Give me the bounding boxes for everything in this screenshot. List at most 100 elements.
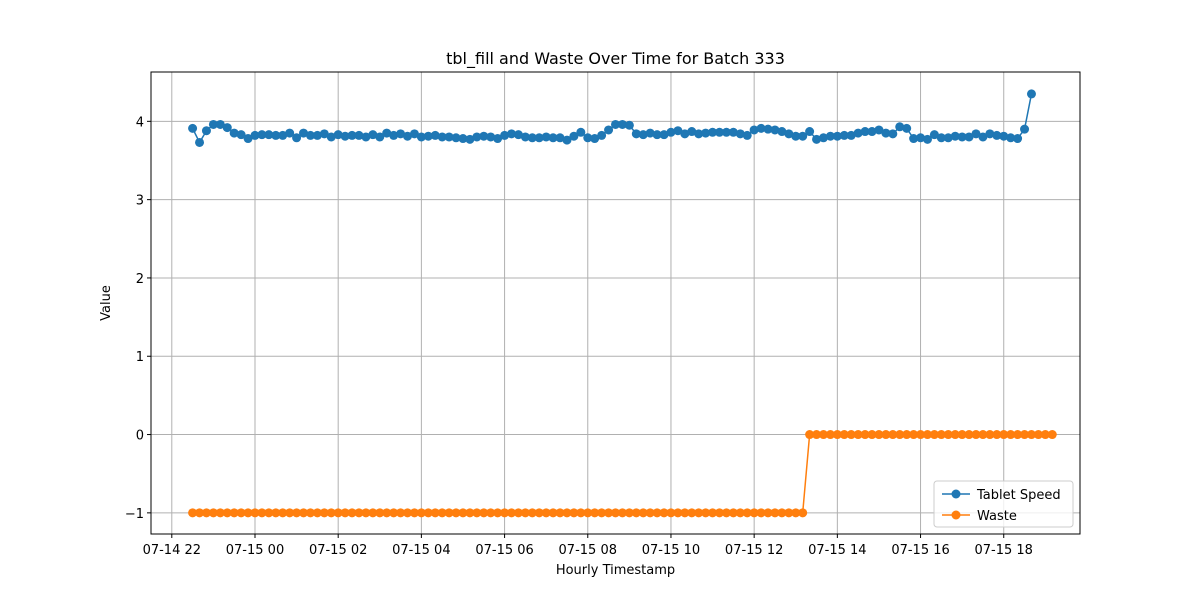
data-point [361, 508, 371, 518]
data-point [555, 508, 565, 518]
data-point [964, 132, 974, 142]
data-point [916, 133, 926, 143]
chart-title: tbl_fill and Waste Over Time for Batch 3… [446, 49, 785, 69]
data-point [916, 430, 926, 440]
data-point [583, 133, 593, 143]
data-point [888, 430, 898, 440]
data-point [319, 129, 329, 139]
data-point [659, 130, 669, 140]
data-point [832, 430, 842, 440]
data-point [375, 132, 385, 142]
data-point [798, 508, 808, 518]
data-point [548, 133, 558, 143]
data-point [604, 125, 614, 135]
data-point [541, 508, 551, 518]
data-point [465, 508, 475, 518]
data-point [1026, 430, 1036, 440]
data-point [791, 508, 801, 518]
data-point [597, 130, 607, 140]
data-point [437, 508, 447, 518]
data-point [943, 430, 953, 440]
data-point [943, 133, 953, 143]
data-point [340, 508, 350, 518]
data-point [950, 131, 960, 141]
data-point [326, 132, 336, 142]
grid [151, 72, 1080, 534]
x-tick-label: 07-15 06 [475, 543, 533, 558]
data-point [354, 130, 364, 140]
data-point [791, 131, 801, 141]
data-point [243, 134, 253, 144]
data-point [527, 508, 537, 518]
data-point [264, 130, 274, 140]
data-point [617, 119, 627, 129]
data-point [403, 508, 413, 518]
data-point [264, 508, 274, 518]
data-point [333, 508, 343, 518]
data-point [922, 134, 932, 144]
data-point [860, 430, 870, 440]
data-point [271, 508, 281, 518]
data-point [1013, 430, 1023, 440]
data-point [818, 430, 828, 440]
data-point [902, 123, 912, 133]
data-point [784, 129, 794, 139]
data-point [472, 508, 482, 518]
data-point [562, 508, 572, 518]
data-point [292, 508, 302, 518]
data-point [285, 128, 295, 138]
data-point [513, 508, 523, 518]
data-point [1020, 430, 1030, 440]
data-point [222, 123, 232, 133]
y-tick-label: −1 [125, 507, 144, 522]
data-point [867, 127, 877, 137]
data-point [430, 130, 440, 140]
data-point [881, 128, 891, 138]
data-point [569, 508, 579, 518]
legend-label: Waste [977, 509, 1017, 524]
data-point [278, 130, 288, 140]
data-point [714, 127, 724, 137]
data-point [451, 508, 461, 518]
data-point [659, 508, 669, 518]
x-tick-label: 07-15 02 [309, 543, 367, 558]
data-point [389, 508, 399, 518]
data-point [694, 508, 704, 518]
data-point [208, 119, 218, 129]
x-axis-label: Hourly Timestamp [556, 563, 675, 578]
data-point [860, 127, 870, 137]
data-point [201, 126, 211, 136]
data-point [215, 119, 225, 129]
data-point [992, 130, 1002, 140]
data-point [964, 430, 974, 440]
plot-frame [150, 71, 1081, 535]
data-point [423, 131, 433, 141]
data-point [680, 508, 690, 518]
data-point [236, 130, 246, 140]
data-point [694, 129, 704, 139]
y-axis-label: Value [99, 285, 114, 321]
data-point [867, 430, 877, 440]
data-point [1020, 124, 1030, 134]
data-point [305, 508, 315, 518]
series-tablet-speed [188, 89, 1036, 147]
data-point [319, 508, 329, 518]
data-point [229, 508, 239, 518]
x-tick-label: 07-15 10 [642, 543, 700, 558]
data-point [215, 508, 225, 518]
data-point [999, 430, 1009, 440]
data-point [853, 430, 863, 440]
y-tick-label: 3 [136, 194, 144, 209]
data-point [839, 130, 849, 140]
data-point [638, 130, 648, 140]
x-tick-label: 07-15 16 [891, 543, 949, 558]
data-point [777, 508, 787, 518]
data-point [645, 128, 655, 138]
data-point [479, 131, 489, 141]
data-point [680, 129, 690, 139]
data-point [895, 122, 905, 132]
data-point [423, 508, 433, 518]
data-point [818, 133, 828, 143]
data-point [652, 130, 662, 140]
